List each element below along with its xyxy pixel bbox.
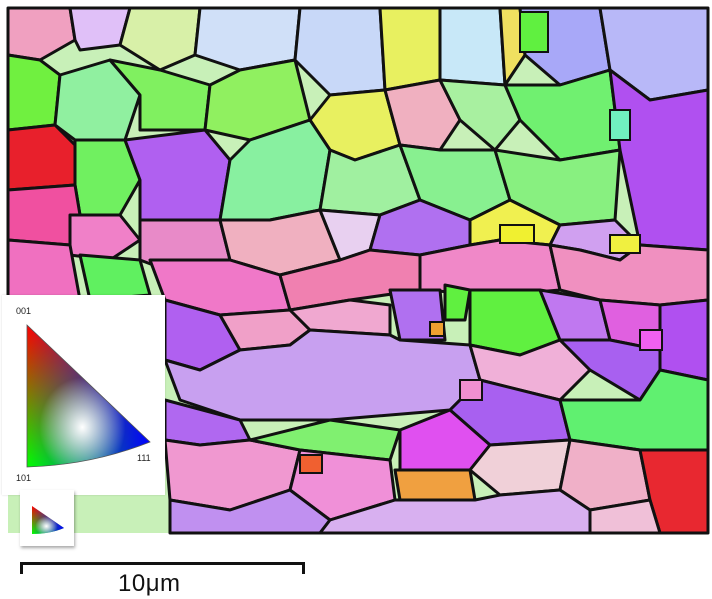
grain	[299, 454, 323, 474]
grain	[499, 224, 535, 244]
grain	[638, 448, 710, 535]
grain	[429, 321, 445, 337]
grain	[393, 468, 477, 502]
grain	[378, 6, 442, 92]
grain	[438, 6, 507, 87]
grain	[548, 243, 710, 307]
grain	[6, 238, 82, 302]
grain	[459, 379, 483, 401]
grain	[443, 283, 472, 322]
legend-label-111: 111	[137, 453, 151, 463]
grain	[639, 329, 663, 351]
legend-thumbnail	[20, 490, 74, 546]
grain	[6, 6, 77, 62]
ipf-triangle	[26, 324, 151, 468]
thumbnail-triangle	[32, 506, 64, 534]
grain	[658, 298, 710, 382]
grain	[163, 328, 482, 422]
grain	[118, 6, 202, 72]
ipf-legend	[2, 295, 165, 495]
grain	[318, 488, 592, 535]
legend-label-001: 001	[16, 306, 32, 316]
grain	[519, 11, 549, 53]
grain	[588, 498, 662, 535]
grain	[288, 298, 392, 337]
ebsd-orientation-map	[6, 6, 710, 535]
grain	[248, 418, 402, 462]
scale-bar-label: 10μm	[118, 570, 181, 597]
grain	[383, 78, 462, 152]
grain	[438, 78, 522, 152]
grain	[68, 6, 132, 52]
small-grains	[299, 11, 663, 474]
legend-label-101: 101	[16, 473, 32, 483]
scale-bar	[20, 562, 305, 574]
grain	[78, 253, 152, 302]
grain	[609, 109, 631, 141]
grain	[609, 234, 641, 254]
grain-layer	[6, 6, 710, 535]
grain	[123, 128, 232, 222]
